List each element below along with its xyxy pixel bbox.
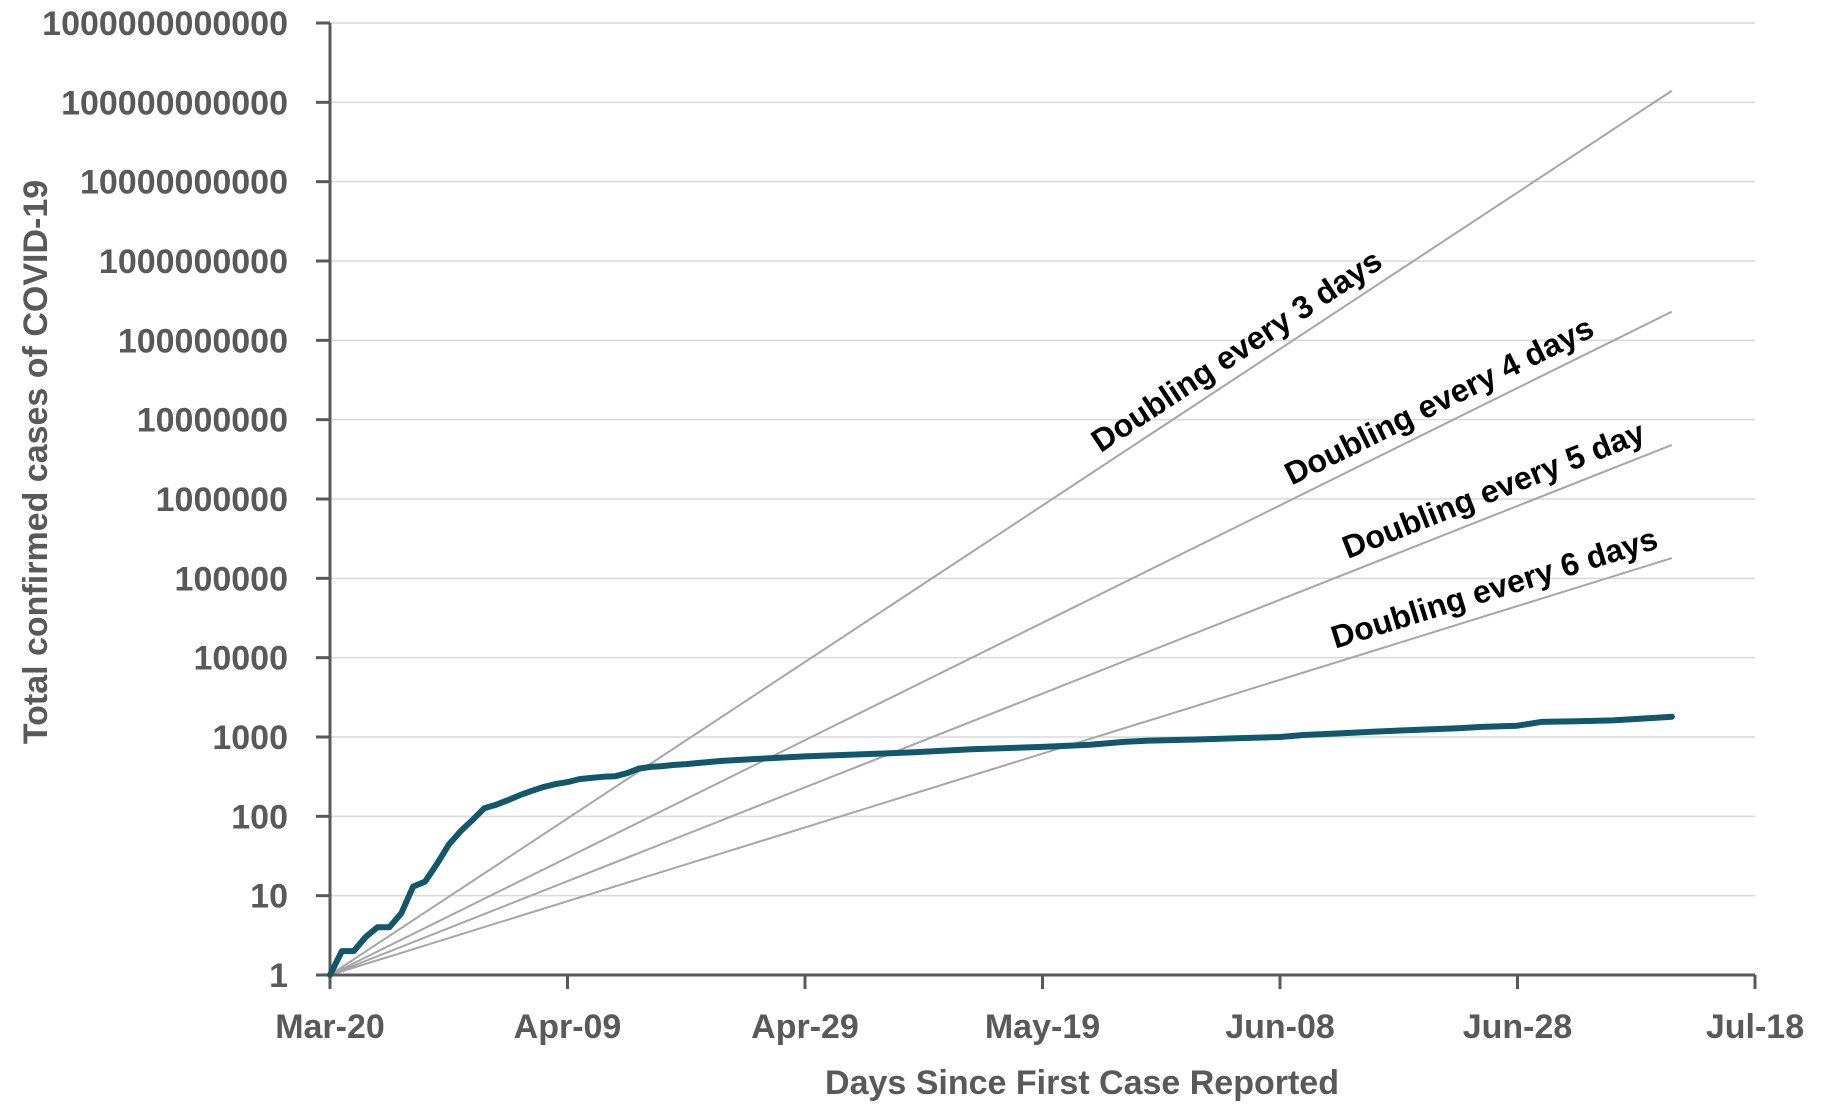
reference-line — [329, 310, 1673, 976]
y-tick-label: 10000 — [193, 640, 288, 678]
x-tick-label: Apr-09 — [514, 1008, 622, 1046]
reference-lines — [329, 89, 1673, 976]
y-tick-label: 1000 — [212, 719, 288, 757]
grid-lines — [330, 22, 1755, 897]
y-tick-label: 1 — [269, 957, 288, 995]
x-axis-title: Days Since First Case Reported — [825, 1064, 1339, 1102]
y-tick-label: 1000000000000 — [42, 5, 288, 43]
y-tick-label: 100000000000 — [61, 84, 288, 122]
y-tick-label: 10 — [250, 878, 288, 916]
y-tick-label: 10000000000 — [80, 164, 288, 202]
reference-line — [329, 444, 1673, 976]
y-tick-label: 100000 — [175, 560, 288, 598]
reference-line — [329, 557, 1673, 976]
x-tick-label: Apr-29 — [751, 1008, 859, 1046]
reference-line — [329, 89, 1673, 976]
y-tick-label: 1000000 — [156, 481, 288, 519]
x-tick-label: Mar-20 — [275, 1008, 385, 1046]
y-tick-label: 100 — [231, 798, 288, 836]
y-tick-label: 100000000 — [118, 322, 288, 360]
y-tick-label: 10000000 — [137, 402, 288, 440]
axes: 1 10 100 1000 10000 100000 1000000 10000000 1000… — [42, 5, 1804, 1046]
reference-line-label: Doubling every 3 days — [1085, 242, 1388, 459]
series — [327, 713, 1675, 978]
x-tick-label: Jun-28 — [1463, 1008, 1573, 1046]
y-tick-label: 1000000000 — [99, 243, 288, 281]
y-axis-title: Total confirmed cases of COVID-19 — [17, 180, 55, 744]
x-tick-label: May-19 — [985, 1008, 1100, 1046]
x-tick-label: Jun-08 — [1225, 1008, 1335, 1046]
x-tick-label: Jul-18 — [1706, 1008, 1804, 1046]
series-line — [327, 713, 1675, 978]
